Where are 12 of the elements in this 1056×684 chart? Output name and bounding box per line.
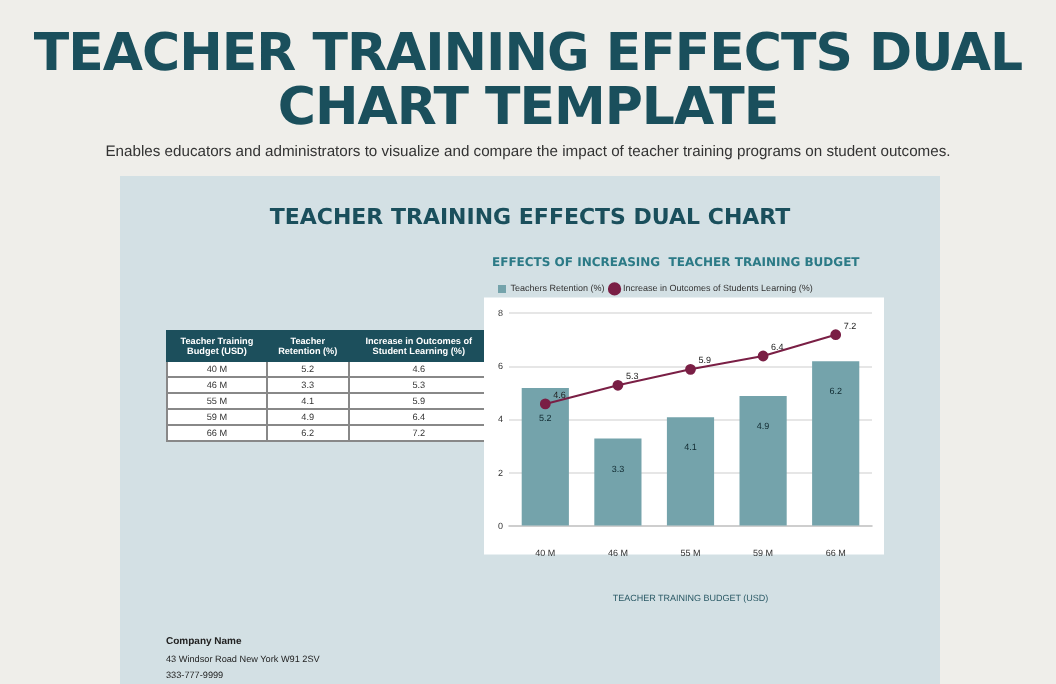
point xyxy=(685,363,696,375)
bar xyxy=(739,395,787,526)
text: TEACHER TRAINING EFFECTS DUAL CHART xyxy=(267,204,793,230)
point xyxy=(612,379,624,391)
point xyxy=(539,398,551,410)
point xyxy=(757,350,769,362)
point xyxy=(830,329,842,341)
bar xyxy=(812,361,860,526)
bar xyxy=(666,417,715,526)
bar xyxy=(521,387,569,526)
bar xyxy=(594,438,642,526)
text: TEACHER TRAINING EFFECTS DUAL CHART TEMPLATE xyxy=(31,24,1025,138)
